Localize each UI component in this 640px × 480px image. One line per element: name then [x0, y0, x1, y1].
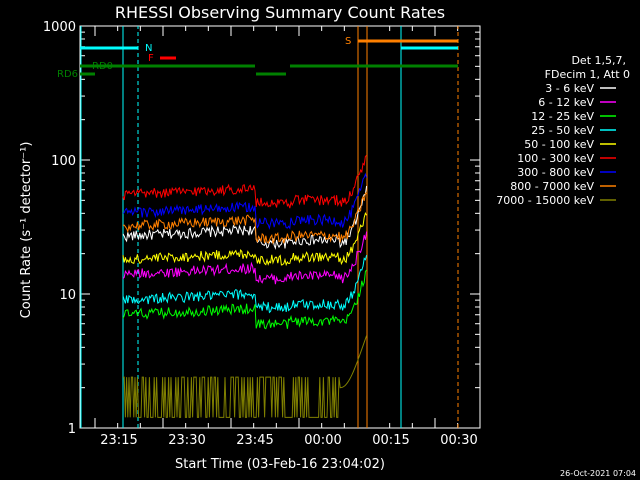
legend-header: Det 1,5,7, FDecim 1, Att 0 [545, 54, 630, 81]
series-line-9 [123, 335, 368, 418]
x-tick-label: 23:15 [100, 433, 137, 448]
legend-label-2: 6 - 12 keV [538, 96, 594, 109]
legend-label-7: 300 - 800 keV [517, 166, 594, 179]
legend-label-5: 50 - 100 keV [524, 138, 594, 151]
series-line-3 [122, 269, 367, 330]
plot-area: 1 10 100 1000 23:15 23:30 23:45 00:00 00:15 00:30… [43, 20, 481, 448]
x-axis-label: Start Time (03-Feb-16 23:04:02) [175, 457, 385, 472]
saa-flag-label: S [345, 36, 351, 47]
x-tick-label: 23:45 [236, 433, 273, 448]
series-line-2 [122, 231, 368, 285]
chart-title: RHESSI Observing Summary Count Rates [115, 3, 445, 22]
y-tick-label: 1000 [43, 20, 76, 35]
y-tick-label: 100 [51, 154, 76, 169]
x-tick-label: 23:30 [168, 433, 205, 448]
rd0-flag-label: RD0 [92, 61, 113, 72]
series-line-5 [122, 211, 368, 267]
x-tick-label: 00:15 [372, 433, 409, 448]
y-axis-label: Count Rate (s⁻¹ detector⁻¹) [19, 142, 34, 319]
series-line-4 [122, 254, 368, 314]
y-tick-label: 1 [68, 422, 76, 437]
legend-label-9: 7000 - 15000 keV [496, 194, 594, 207]
legend-label-8: 800 - 7000 keV [510, 180, 594, 193]
rd6-flag-label: RD6 [57, 69, 78, 80]
timestamp: 26-Oct-2021 07:04 [560, 469, 636, 478]
y-tick-label: 10 [59, 288, 76, 303]
x-tick-label: 00:30 [440, 433, 477, 448]
night-flag-label: N [145, 43, 152, 54]
x-tick-label: 00:00 [304, 433, 341, 448]
series-line-8 [122, 192, 367, 245]
series-line-7 [122, 172, 368, 230]
legend-header-line-1: Det 1,5,7, [571, 54, 626, 67]
plot-frame [79, 25, 481, 429]
series-line-6 [122, 155, 367, 209]
legend-label-6: 100 - 300 keV [517, 152, 594, 165]
legend-label-4: 25 - 50 keV [531, 124, 594, 137]
legend-label-3: 12 - 25 keV [531, 110, 594, 123]
legend-label-1: 3 - 6 keV [545, 82, 594, 95]
series-line-1 [122, 185, 368, 250]
legend-header-line-2: FDecim 1, Att 0 [545, 68, 630, 81]
flare-flag-label: F [148, 53, 154, 64]
